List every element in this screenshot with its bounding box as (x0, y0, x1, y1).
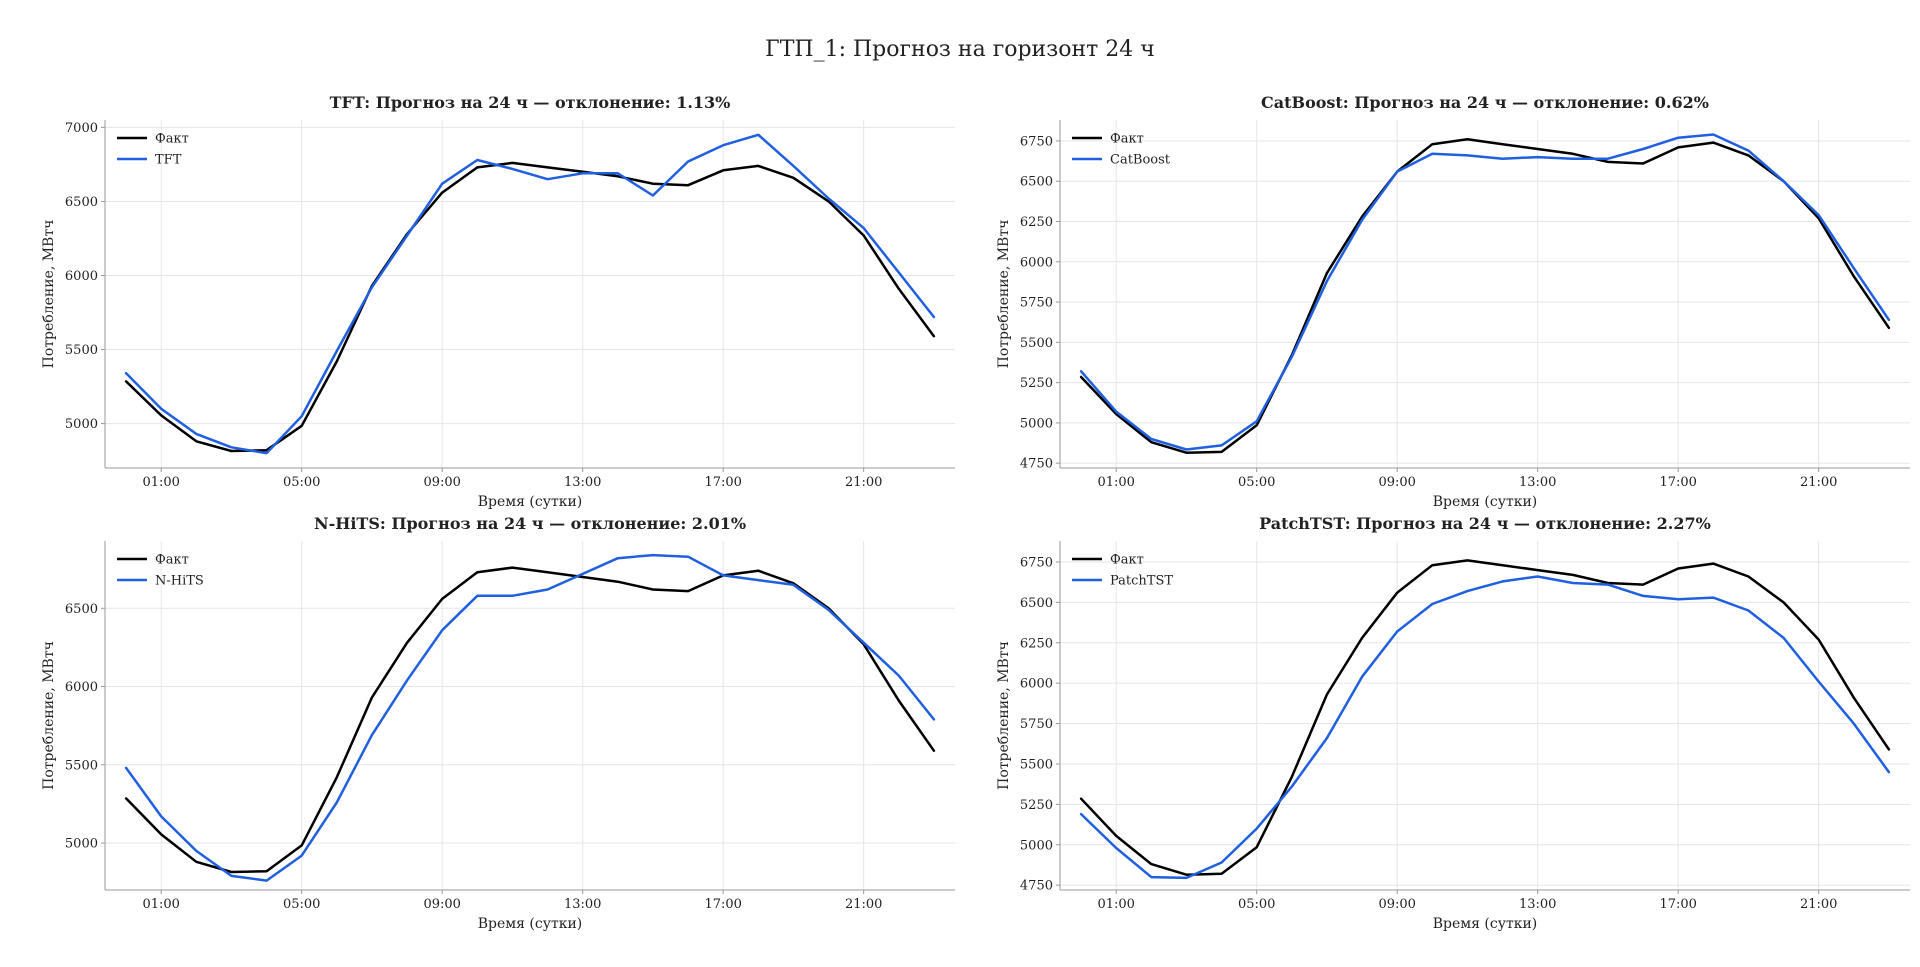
legend-label: TFT (155, 153, 182, 168)
y-tick-label: 5500 (1020, 336, 1053, 351)
y-tick-label: 5250 (1020, 798, 1053, 813)
x-tick-label: 05:00 (1238, 475, 1275, 490)
y-tick-label: 6250 (1020, 215, 1053, 230)
y-tick-label: 7000 (65, 121, 98, 136)
x-tick-label: 01:00 (142, 897, 179, 912)
series-line-факт (124, 161, 936, 453)
y-tick-label: 5000 (65, 417, 98, 432)
legend: Факт CatBoost (1072, 132, 1171, 168)
x-tick-label: 21:00 (1800, 475, 1837, 490)
x-tick-label: 21:00 (845, 897, 882, 912)
legend-label: Факт (1110, 553, 1144, 568)
y-tick-label: 6000 (65, 680, 98, 695)
series-line-tft (124, 133, 936, 455)
x-tick-label: 01:00 (1097, 897, 1134, 912)
x-tick-label: 13:00 (564, 475, 601, 490)
legend-label: Факт (1110, 132, 1144, 147)
series-line-patchtst (1079, 575, 1891, 880)
y-tick-label: 6750 (1020, 134, 1053, 149)
y-tick-label: 6000 (1020, 677, 1053, 692)
x-tick-label: 17:00 (1659, 897, 1696, 912)
x-axis-label: Время (сутки) (1433, 916, 1538, 932)
x-axis-label: Время (сутки) (478, 494, 583, 510)
x-tick-label: 09:00 (1378, 475, 1415, 490)
chart-title: N-HiTS: Прогноз на 24 ч — отклонение: 2.… (314, 514, 746, 533)
y-tick-label: 6000 (65, 269, 98, 284)
y-tick-label: 6500 (1020, 175, 1053, 190)
chart-panel-2: 4750 5000 5250 5500 5750 6000 6250 6500 6750 01:0… (996, 93, 1910, 510)
y-tick-label: 5000 (1020, 416, 1053, 431)
series-line-факт (124, 566, 936, 874)
y-tick-label: 4750 (1020, 457, 1053, 472)
legend: Факт TFT (117, 132, 189, 168)
x-tick-label: 17:00 (704, 897, 741, 912)
y-axis-label: Потребление, МВтч (996, 220, 1012, 369)
legend-label: CatBoost (1110, 153, 1171, 168)
legend-label: Факт (155, 132, 189, 147)
y-tick-label: 5000 (65, 837, 98, 852)
series-line-n-hits (124, 553, 936, 882)
y-tick-label: 4750 (1020, 879, 1053, 894)
x-tick-label: 09:00 (423, 897, 460, 912)
chart-panel-3: 5000 5500 6000 6500 01:00 05:00 09:00 13:00 17:0… (41, 514, 955, 932)
x-tick-label: 09:00 (1378, 897, 1415, 912)
legend-label: N-HiTS (155, 574, 204, 589)
y-tick-label: 5750 (1020, 717, 1053, 732)
x-axis-label: Время (сутки) (478, 916, 583, 932)
figure-title: ГТП_1: Прогноз на горизонт 24 ч (765, 37, 1155, 62)
legend-label: PatchTST (1110, 574, 1173, 589)
y-tick-label: 5750 (1020, 296, 1053, 311)
x-tick-label: 13:00 (564, 897, 601, 912)
chart-panel-1: 5000 5500 6000 6500 7000 01:00 05:00 09:00 13:00… (41, 93, 955, 510)
legend: Факт N-HiTS (117, 553, 204, 589)
x-tick-label: 05:00 (283, 475, 320, 490)
y-tick-label: 6250 (1020, 636, 1053, 651)
chart-panel-4: 4750 5000 5250 5500 5750 6000 6250 6500 6750 01:0… (996, 514, 1910, 932)
y-tick-label: 6750 (1020, 556, 1053, 571)
series-line-факт (1079, 138, 1891, 454)
subplots-grid: 5000 5500 6000 6500 7000 01:00 05:00 09:00 13:00… (41, 93, 1910, 932)
x-tick-label: 13:00 (1519, 475, 1556, 490)
x-tick-label: 21:00 (1800, 897, 1837, 912)
y-tick-label: 6500 (1020, 596, 1053, 611)
chart-title: TFT: Прогноз на 24 ч — отклонение: 1.13% (330, 93, 731, 112)
y-tick-label: 5500 (1020, 757, 1053, 772)
chart-title: PatchTST: Прогноз на 24 ч — отклонение: … (1259, 514, 1711, 533)
y-tick-label: 5250 (1020, 376, 1053, 391)
y-tick-label: 6500 (65, 195, 98, 210)
x-tick-label: 01:00 (1097, 475, 1134, 490)
x-tick-label: 21:00 (845, 475, 882, 490)
y-tick-label: 6000 (1020, 255, 1053, 270)
y-axis-label: Потребление, МВтч (41, 220, 57, 369)
x-tick-label: 01:00 (142, 475, 179, 490)
y-axis-label: Потребление, МВтч (996, 641, 1012, 790)
chart-title: CatBoost: Прогноз на 24 ч — отклонение: … (1261, 93, 1709, 112)
x-tick-label: 17:00 (1659, 475, 1696, 490)
x-tick-label: 13:00 (1519, 897, 1556, 912)
x-tick-label: 05:00 (283, 897, 320, 912)
y-axis-label: Потребление, МВтч (41, 641, 57, 790)
x-tick-label: 17:00 (704, 475, 741, 490)
series-line-факт (1079, 559, 1891, 876)
y-tick-label: 5500 (65, 343, 98, 358)
y-tick-label: 6500 (65, 602, 98, 617)
y-tick-label: 5500 (65, 758, 98, 773)
series-line-catboost (1079, 133, 1891, 451)
x-tick-label: 09:00 (423, 475, 460, 490)
x-tick-label: 05:00 (1238, 897, 1275, 912)
x-axis-label: Время (сутки) (1433, 494, 1538, 510)
legend-label: Факт (155, 553, 189, 568)
legend: Факт PatchTST (1072, 553, 1173, 589)
y-tick-label: 5000 (1020, 838, 1053, 853)
